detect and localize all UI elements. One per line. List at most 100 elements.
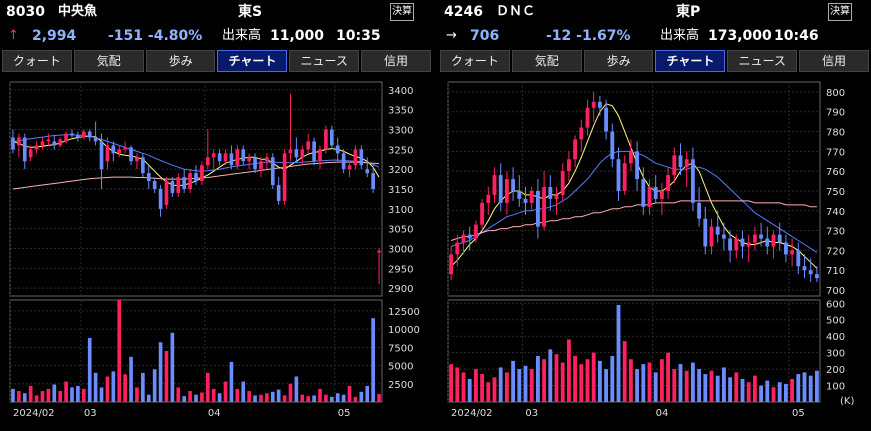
tab-quote[interactable]: クォート: [2, 50, 72, 72]
stock-name: 中央魚: [58, 4, 98, 19]
volume-bar: [678, 364, 683, 402]
candlestick: [11, 129, 15, 154]
volume-bar: [318, 388, 322, 402]
volume-bar: [641, 364, 646, 402]
stock-code: 8030: [6, 4, 45, 20]
candlestick: [294, 137, 299, 162]
candlestick: [666, 167, 671, 199]
volume-bar: [253, 395, 257, 402]
tab-kehai[interactable]: 気配: [73, 50, 144, 72]
candlestick: [752, 226, 757, 251]
candle-body: [111, 145, 116, 154]
volume-bar: [548, 349, 553, 402]
volume-bar: [259, 394, 263, 402]
tab-news[interactable]: ニュース: [727, 50, 798, 72]
candle-body: [554, 194, 559, 199]
stock-code: 4246: [444, 4, 483, 20]
tab-ayumi[interactable]: 歩み: [145, 50, 216, 72]
candle-body: [359, 149, 364, 166]
candle-body: [170, 181, 175, 193]
candlestick: [188, 169, 192, 193]
volume-tick-label: 300: [826, 349, 845, 360]
tab-quote[interactable]: クォート: [440, 50, 510, 72]
candle-body: [808, 270, 813, 275]
volume-bar: [573, 355, 578, 402]
candlestick: [241, 145, 246, 166]
candle-body: [647, 187, 652, 207]
volume-bar: [734, 372, 739, 402]
stock-chart[interactable]: 700 710 720 730 740 750 760 770 780 790 800 100 200 3…: [438, 74, 871, 431]
volume-bar: [585, 359, 590, 402]
candlestick: [318, 145, 322, 170]
tab-news[interactable]: ニュース: [289, 50, 360, 72]
candle-body: [253, 157, 257, 170]
candle-body: [341, 153, 346, 170]
panel-header-row1: 4246 ＤＮＣ 東P 決算: [438, 0, 871, 24]
candle-body: [182, 177, 187, 189]
candle-body: [270, 157, 275, 186]
tab-shinyo[interactable]: 信用: [799, 50, 869, 72]
candlestick: [814, 266, 819, 283]
volume-bar: [146, 394, 151, 402]
candle-body: [635, 151, 640, 180]
tab-shinyo[interactable]: 信用: [361, 50, 431, 72]
volume-bar: [105, 376, 110, 402]
candlestick: [17, 133, 21, 158]
volume-bar: [814, 370, 819, 402]
candle-body: [752, 234, 757, 243]
date-tick-label: 04: [208, 408, 221, 419]
volume-bar: [684, 370, 689, 402]
volume-bar: [504, 372, 509, 402]
kessan-button[interactable]: 決算: [828, 3, 852, 21]
candle-body: [335, 145, 340, 154]
date-tick-label: 04: [656, 408, 669, 419]
candle-body: [573, 139, 578, 160]
candle-body: [353, 149, 358, 166]
candle-body: [306, 141, 311, 150]
candle-body: [188, 173, 192, 189]
candlestick: [517, 175, 522, 207]
volume-bar: [111, 371, 116, 402]
volume-bar: [449, 364, 454, 402]
candle-body: [678, 155, 683, 168]
candlestick: [253, 153, 257, 174]
candle-body: [672, 155, 677, 176]
stock-chart[interactable]: 2900 2950 3000 3050 3100 3150 3200 3250 3300 3350…: [0, 74, 433, 431]
price-tick-label: 3050: [388, 225, 413, 236]
candlestick: [678, 143, 683, 176]
volume-bar: [235, 388, 240, 402]
candle-body: [324, 129, 328, 150]
tab-chart[interactable]: チャート: [655, 50, 726, 72]
price-change: -12 -1.67%: [546, 28, 631, 44]
candle-body: [517, 190, 522, 199]
volume-bar: [247, 391, 251, 402]
candlestick: [777, 222, 782, 251]
volume-bar: [628, 359, 633, 402]
kessan-button[interactable]: 決算: [390, 3, 414, 21]
tab-chart[interactable]: チャート: [217, 50, 288, 72]
candlestick: [117, 145, 122, 158]
candlestick: [312, 137, 316, 166]
tab-ayumi[interactable]: 歩み: [583, 50, 654, 72]
volume-bar: [647, 362, 652, 402]
candle-body: [777, 234, 782, 243]
panel-header-row2: → 706 -12 -1.67% 出来高 173,000 10:46: [438, 24, 871, 48]
volume-bar: [117, 300, 122, 402]
volume-bar: [270, 391, 275, 402]
candlestick: [329, 125, 334, 150]
tab-kehai[interactable]: 気配: [511, 50, 582, 72]
candle-body: [211, 153, 216, 158]
market-label: 東P: [676, 4, 701, 20]
candlestick: [341, 149, 346, 174]
date-tick-label: 05: [338, 408, 351, 419]
candle-body: [176, 177, 181, 193]
price-tick-label: 3250: [388, 145, 413, 156]
volume-bar: [365, 385, 370, 402]
candlestick: [76, 131, 80, 142]
candle-body: [715, 226, 720, 235]
candle-body: [347, 165, 352, 170]
candlestick: [335, 137, 340, 162]
candle-body: [34, 145, 39, 150]
date-tick-label: 03: [525, 408, 538, 419]
candlestick: [205, 129, 210, 170]
